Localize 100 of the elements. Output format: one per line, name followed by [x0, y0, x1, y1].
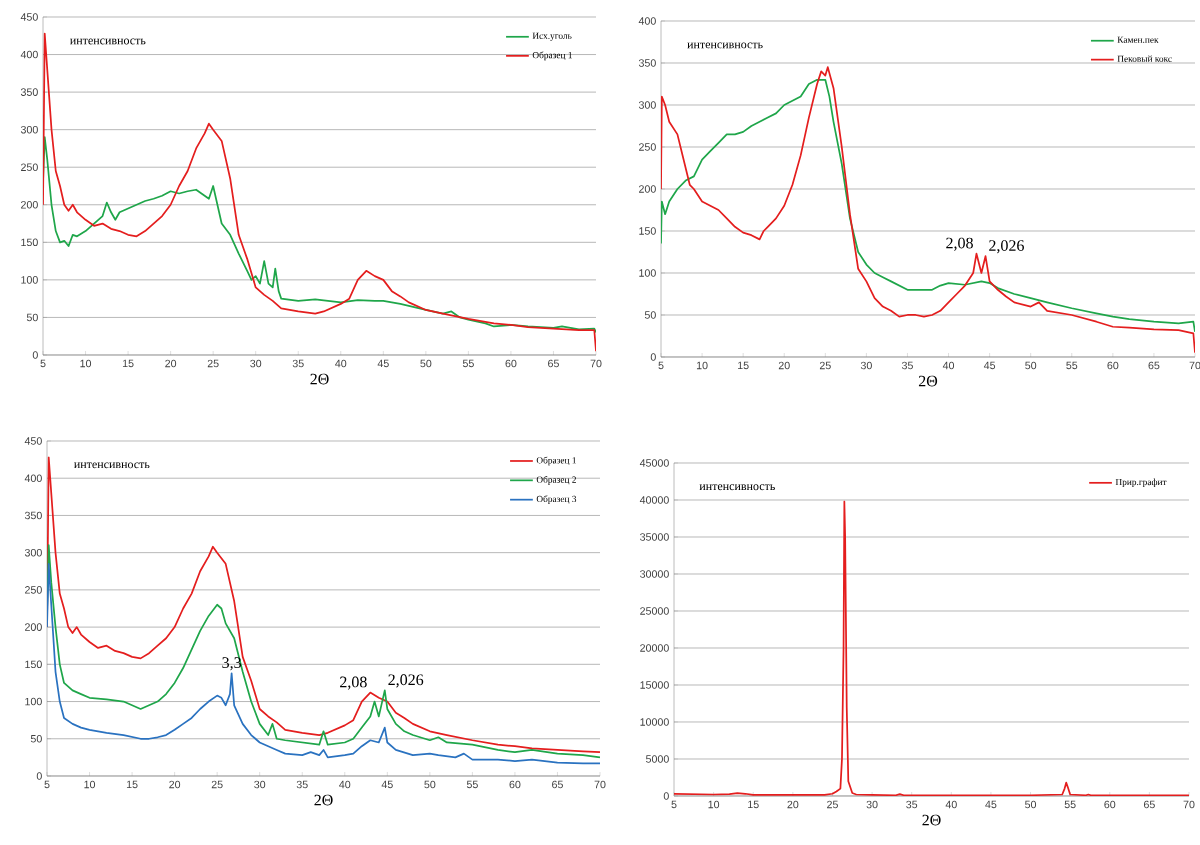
legend-label: Образец 3 [536, 495, 577, 505]
x-tick-label: 5 [658, 361, 664, 370]
x-tick-label: 5 [671, 800, 677, 809]
y-tick-label: 450 [20, 13, 38, 21]
x-tick-label: 20 [787, 800, 799, 809]
y-tick-label: 25000 [640, 607, 669, 615]
x-tick-label: 30 [860, 361, 872, 370]
x-tick-label: 60 [505, 359, 517, 368]
y-tick-label: 450 [24, 437, 42, 445]
y-axis-title: интенсивность [74, 462, 150, 469]
x-tick-label: 50 [420, 359, 432, 368]
x-tick-label: 30 [254, 780, 266, 789]
y-tick-label: 100 [25, 697, 42, 706]
y-tick-label: 15000 [640, 681, 669, 689]
x-axis-title: 2Θ [918, 375, 938, 387]
y-tick-label: 200 [25, 623, 42, 631]
x-tick-label: 45 [381, 780, 393, 789]
x-tick-label: 15 [748, 800, 759, 809]
y-axis-title: интенсивность [699, 484, 775, 491]
x-tick-label: 40 [942, 361, 955, 370]
x-tick-label: 55 [462, 359, 474, 368]
x-tick-label: 10 [84, 780, 96, 789]
x-tick-label: 35 [292, 359, 304, 368]
y-tick-label: 250 [25, 586, 42, 594]
x-tick-label: 5 [44, 780, 50, 789]
x-tick-label: 35 [296, 780, 308, 789]
y-tick-label: 250 [21, 163, 38, 171]
annotation: 2,08 [946, 237, 973, 251]
y-tick-label: 0 [650, 353, 656, 361]
y-tick-label: 350 [20, 88, 38, 96]
y-tick-label: 400 [638, 17, 656, 25]
x-tick-label: 60 [509, 780, 521, 789]
annotation: 2,08 [340, 676, 367, 690]
x-tick-label: 20 [778, 361, 790, 370]
y-tick-label: 150 [21, 238, 38, 247]
x-axis-title: 2Θ [922, 814, 941, 826]
x-tick-label: 40 [945, 800, 957, 809]
y-tick-label: 40000 [639, 496, 669, 504]
x-tick-label: 70 [1183, 800, 1195, 809]
x-tick-label: 60 [1104, 800, 1116, 809]
annotation: 2,026 [989, 240, 1024, 254]
x-tick-label: 65 [548, 359, 559, 368]
legend-label: Исх.уголь [532, 32, 572, 41]
x-tick-label: 15 [122, 359, 134, 368]
annotation: 3,3 [222, 657, 241, 671]
x-tick-label: 20 [165, 359, 177, 368]
x-tick-label: 45 [377, 359, 389, 368]
y-tick-label: 50 [644, 311, 656, 319]
y-tick-label: 10000 [640, 718, 669, 726]
x-tick-label: 15 [126, 780, 138, 789]
y-tick-label: 0 [32, 351, 38, 359]
y-axis-title: интенсивность [687, 42, 763, 49]
x-tick-label: 70 [594, 780, 606, 789]
y-tick-label: 50 [30, 734, 42, 743]
legend-label: Прир.графит [1115, 478, 1167, 488]
y-tick-label: 350 [24, 511, 42, 520]
y-tick-label: 35000 [640, 533, 669, 541]
x-tick-label: 45 [985, 800, 997, 809]
y-tick-label: 150 [639, 227, 656, 235]
x-tick-label: 35 [906, 800, 918, 809]
annotation: 2,026 [388, 674, 424, 688]
y-tick-label: 300 [20, 125, 38, 134]
x-tick-label: 45 [983, 361, 996, 370]
y-tick-label: 50 [26, 313, 38, 322]
y-tick-label: 350 [638, 59, 656, 67]
x-tick-label: 10 [708, 800, 720, 809]
x-tick-label: 25 [827, 800, 838, 809]
y-tick-label: 400 [20, 50, 38, 59]
y-tick-label: 5000 [645, 755, 669, 763]
x-tick-label: 15 [738, 361, 749, 370]
y-tick-label: 0 [36, 772, 42, 780]
x-tick-label: 30 [250, 359, 262, 368]
y-tick-label: 200 [21, 200, 38, 209]
x-tick-label: 20 [169, 780, 181, 789]
y-axis-title: интенсивность [70, 38, 146, 45]
x-tick-label: 30 [866, 800, 878, 809]
x-tick-label: 25 [819, 361, 831, 370]
x-tick-label: 70 [590, 359, 602, 368]
x-tick-label: 70 [1189, 361, 1200, 370]
x-tick-label: 25 [211, 780, 223, 789]
x-tick-label: 50 [1025, 800, 1037, 809]
x-tick-label: 25 [207, 359, 219, 368]
y-tick-label: 45000 [639, 459, 669, 467]
x-tick-label: 55 [1064, 800, 1076, 809]
y-tick-label: 250 [639, 143, 656, 151]
x-tick-label: 60 [1107, 361, 1119, 370]
y-tick-label: 100 [21, 276, 38, 284]
x-tick-label: 65 [1148, 361, 1160, 370]
y-tick-label: 150 [25, 660, 42, 669]
x-tick-label: 50 [424, 780, 436, 789]
x-tick-label: 5 [40, 359, 46, 368]
x-tick-label: 50 [1025, 361, 1037, 370]
y-tick-label: 300 [24, 548, 42, 557]
x-tick-label: 10 [696, 361, 708, 370]
y-tick-label: 20000 [640, 644, 669, 652]
x-tick-label: 10 [80, 359, 92, 368]
y-tick-label: 300 [638, 101, 656, 109]
x-axis-title: 2Θ [314, 794, 333, 806]
x-tick-label: 35 [901, 361, 913, 370]
x-tick-label: 55 [466, 780, 478, 789]
